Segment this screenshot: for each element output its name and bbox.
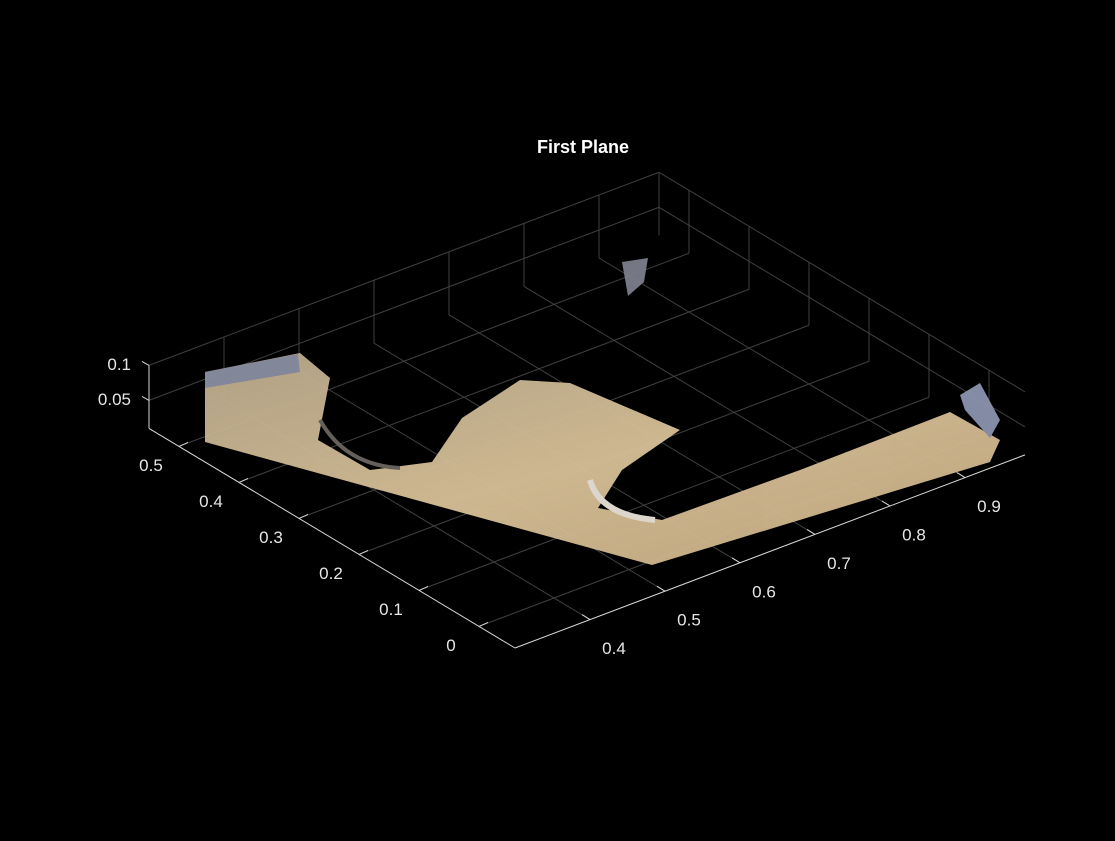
- x-tick-label: 0.5: [677, 611, 701, 630]
- x-tick-label: 0.7: [827, 554, 851, 573]
- y-tick-label: 0.4: [199, 492, 223, 511]
- z-tick-label: 0.1: [107, 355, 131, 374]
- x-tick-label: 0.8: [902, 525, 926, 544]
- y-tick: [418, 585, 429, 591]
- grid-line: [418, 396, 930, 591]
- z-tick: [141, 395, 150, 401]
- grid-line: [658, 171, 1026, 393]
- y-tick: [298, 513, 309, 519]
- x-tick-label: 0.9: [977, 497, 1001, 516]
- point-cloud: [205, 258, 1000, 565]
- y-tick-label: 0.5: [139, 456, 163, 475]
- y-tick: [238, 477, 249, 483]
- y-tick-label: 0.3: [259, 528, 283, 547]
- y-tick: [178, 441, 189, 447]
- grid-line: [148, 171, 660, 366]
- x-axis: [514, 454, 1026, 649]
- y-tick: [358, 549, 369, 555]
- x-tick-label: 0.4: [602, 639, 626, 658]
- x-tick: [731, 557, 741, 564]
- y-tick-label: 0.1: [379, 600, 403, 619]
- axes: 0.4 0.5 0.6 0.7 0.8 0.9 0 0.1 0.2 0.3 0.4 0.5 0.05 0.…: [98, 355, 1026, 658]
- chart-title: First Plane: [537, 137, 629, 157]
- x-tick: [806, 528, 816, 535]
- z-tick-label: 0.05: [98, 390, 131, 409]
- y-tick-label: 0.2: [319, 564, 343, 583]
- x-tick: [656, 585, 666, 592]
- x-tick: [881, 500, 891, 507]
- y-tick: [478, 621, 489, 627]
- z-tick: [141, 360, 150, 366]
- x-tick: [581, 614, 591, 621]
- y-tick-label: 0: [446, 636, 455, 655]
- x-tick-label: 0.6: [752, 582, 776, 601]
- y-axis: [148, 427, 516, 649]
- grid-line: [658, 206, 1026, 428]
- x-tick: [956, 472, 966, 479]
